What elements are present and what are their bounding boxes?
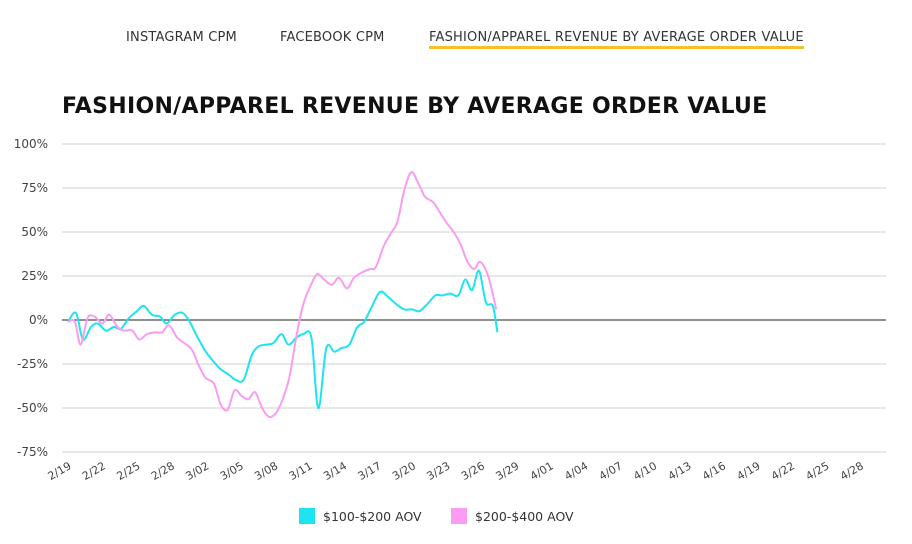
x-tick-label: 4/13 [666, 459, 694, 483]
legend-swatch-series-2 [451, 508, 467, 524]
tab-bar: INSTAGRAM CPM FACEBOOK CPM FASHION/APPAR… [0, 30, 912, 54]
y-tick-label: -50% [17, 401, 48, 415]
x-tick-label: 3/14 [321, 459, 349, 483]
tab-instagram-cpm[interactable]: INSTAGRAM CPM [126, 30, 237, 45]
x-tick-label: 2/22 [80, 459, 108, 483]
y-axis-labels: 100% 75% 50% 25% 0% -25% -50% -75% [14, 137, 48, 459]
x-tick-label: 3/08 [252, 459, 280, 483]
legend-item-series-2[interactable]: $200-$400 AOV [451, 508, 574, 524]
y-tick-label: 0% [29, 313, 48, 327]
legend: $100-$200 AOV $200-$400 AOV [0, 508, 912, 528]
x-tick-label: 3/05 [218, 459, 246, 483]
x-axis-labels: 2/19 2/22 2/25 2/28 3/02 3/05 3/08 3/11 3/14 3/17… [46, 459, 866, 483]
x-tick-label: 4/01 [528, 459, 556, 483]
y-tick-label: -25% [17, 357, 48, 371]
x-tick-label: 3/11 [287, 459, 315, 483]
y-tick-label: 75% [21, 181, 48, 195]
chart-title: FASHION/APPAREL REVENUE BY AVERAGE ORDER… [62, 94, 768, 119]
legend-label-series-2: $200-$400 AOV [475, 508, 574, 524]
series-line-1 [67, 269, 499, 410]
x-tick-label: 4/10 [631, 459, 659, 483]
x-tick-label: 2/19 [46, 459, 74, 483]
x-tick-label: 2/25 [115, 459, 143, 483]
x-tick-label: 3/23 [425, 459, 453, 483]
y-tick-label: 25% [21, 269, 48, 283]
x-tick-label: 3/20 [390, 459, 418, 483]
x-tick-label: 4/25 [804, 459, 832, 483]
x-tick-label: 3/17 [356, 459, 384, 483]
legend-item-series-1[interactable]: $100-$200 AOV [299, 508, 422, 524]
x-tick-label: 4/28 [838, 459, 866, 483]
x-tick-label: 3/29 [493, 459, 521, 483]
series-line-2 [67, 171, 498, 419]
y-tick-label: -75% [17, 445, 48, 459]
tab-facebook-cpm[interactable]: FACEBOOK CPM [280, 30, 385, 45]
series-lines [67, 171, 499, 419]
x-tick-label: 3/26 [459, 459, 487, 483]
tab-fashion-apparel-revenue[interactable]: FASHION/APPAREL REVENUE BY AVERAGE ORDER… [429, 30, 804, 49]
y-tick-label: 100% [14, 137, 48, 151]
x-tick-label: 4/22 [769, 459, 797, 483]
grid-lines [62, 143, 886, 453]
x-tick-label: 2/28 [149, 459, 177, 483]
legend-swatch-series-1 [299, 508, 315, 524]
x-tick-label: 4/16 [700, 459, 728, 483]
x-tick-label: 4/04 [562, 459, 590, 483]
x-tick-label: 4/19 [735, 459, 763, 483]
legend-label-series-1: $100-$200 AOV [323, 508, 422, 524]
x-tick-label: 3/02 [183, 459, 211, 483]
y-tick-label: 50% [21, 225, 48, 239]
x-tick-label: 4/07 [597, 459, 625, 483]
